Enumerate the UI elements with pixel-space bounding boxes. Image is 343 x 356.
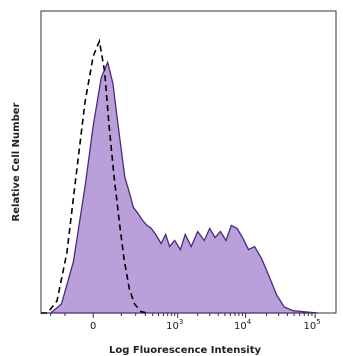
x-tick-label: 104 bbox=[234, 318, 252, 332]
control-histogram-line bbox=[41, 38, 148, 314]
x-tick-label: 0 bbox=[90, 321, 96, 332]
series-layer bbox=[41, 38, 318, 314]
x-axis-label: Log Fluorescence Intensity bbox=[109, 345, 261, 356]
x-axis-ticks bbox=[50, 313, 316, 318]
x-axis-tick-labels: 0 103 104 105 bbox=[90, 318, 321, 332]
y-axis-label: Relative Cell Number bbox=[11, 102, 22, 221]
x-tick-label: 105 bbox=[303, 318, 320, 332]
sample-histogram-area bbox=[41, 60, 318, 314]
x-tick-label: 103 bbox=[166, 318, 183, 332]
